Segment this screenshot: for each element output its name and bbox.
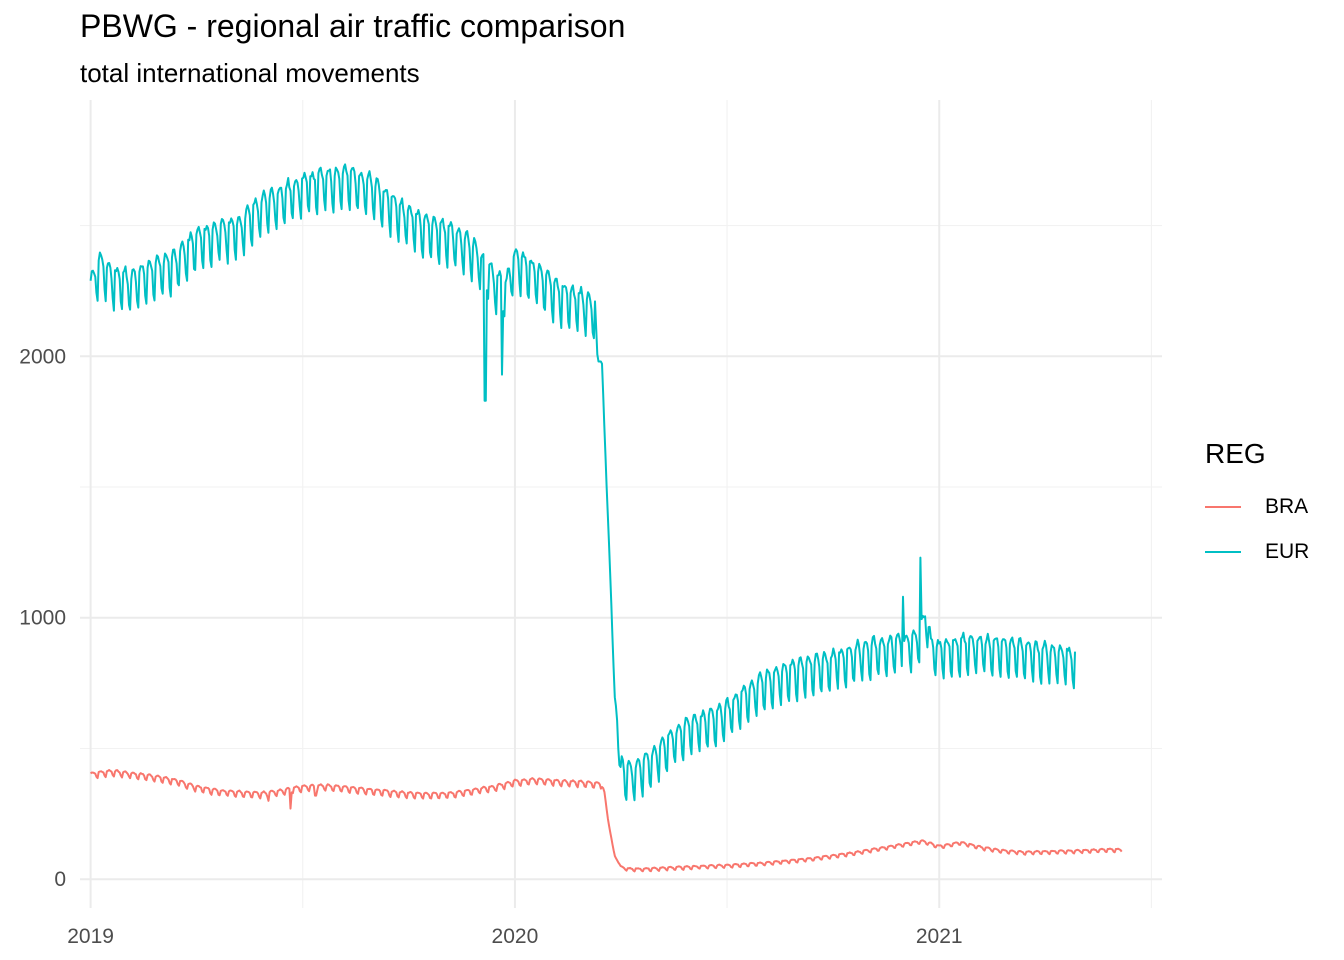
legend-label-eur: EUR: [1265, 540, 1310, 563]
axis-tick-labels: 2019 2020 2021 0 1000 2000: [19, 345, 962, 948]
y-tick-label: 2000: [19, 345, 66, 368]
legend-swatch-eur: [1205, 551, 1241, 553]
legend-item-eur: EUR: [1205, 537, 1309, 567]
legend-label-bra: BRA: [1265, 495, 1309, 518]
series-line-eur: [89, 163, 1076, 802]
chart-title: PBWG - regional air traffic comparison: [80, 8, 626, 44]
series-line-bra: [90, 769, 1123, 873]
legend-item-bra: BRA: [1205, 492, 1308, 522]
legend-title: REG: [1205, 438, 1266, 469]
minor-gridlines: [80, 100, 1162, 908]
chart-subtitle: total international movements: [80, 58, 420, 88]
x-tick-label: 2021: [916, 925, 963, 948]
y-tick-label: 1000: [19, 607, 66, 630]
legend-swatch-bra: [1205, 506, 1241, 508]
series-layer: [89, 163, 1123, 873]
major-gridlines: [80, 100, 1162, 908]
x-tick-label: 2019: [67, 925, 114, 948]
y-tick-label: 0: [54, 868, 66, 891]
x-tick-label: 2020: [492, 925, 539, 948]
